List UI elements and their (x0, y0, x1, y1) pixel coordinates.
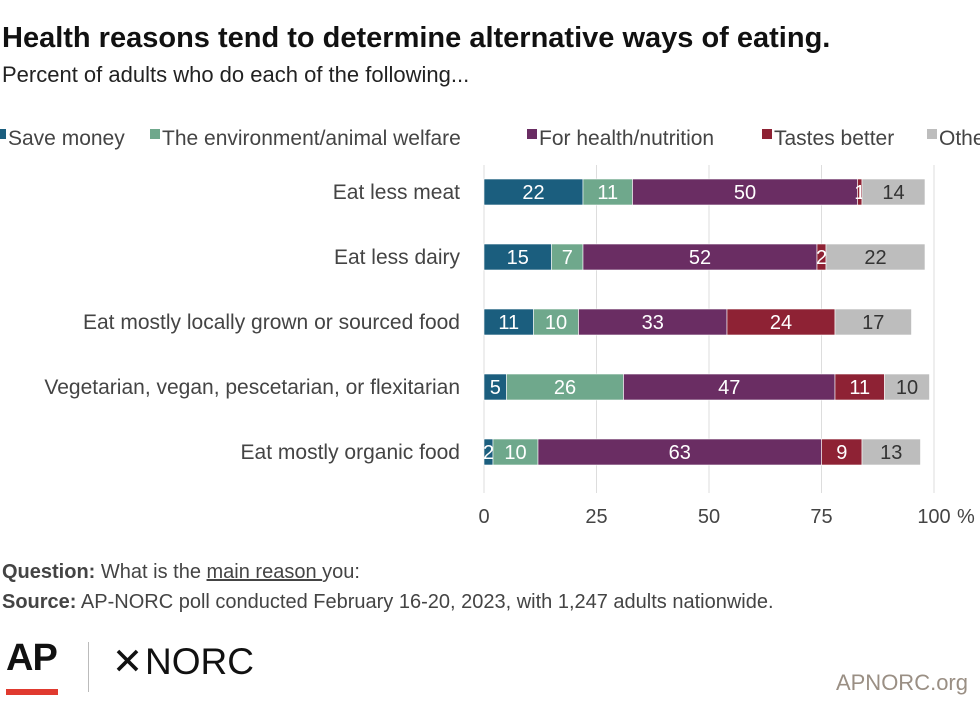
chart-title: Health reasons tend to determine alterna… (2, 22, 831, 54)
ap-logo: AP (6, 636, 62, 696)
legend-label: Tastes better (774, 127, 894, 150)
data-label: 1 (854, 182, 865, 204)
category-label: Eat mostly organic food (241, 441, 460, 464)
data-label: 22 (864, 247, 886, 269)
data-label: 17 (862, 312, 884, 334)
x-tick-label: 0 (478, 506, 489, 528)
category-label: Vegetarian, vegan, pescetarian, or flexi… (44, 376, 460, 399)
bar-segment (578, 308, 728, 336)
data-label: 11 (597, 182, 618, 204)
ap-logo-underline (6, 689, 58, 695)
x-tick-label: 75 (810, 506, 832, 528)
data-label: 13 (880, 442, 902, 464)
bar-segment (821, 438, 863, 466)
chart-subtitle: Percent of adults who do each of the fol… (2, 62, 470, 87)
data-label: 10 (896, 377, 918, 399)
source-text: AP-NORC poll conducted February 16-20, 2… (80, 591, 774, 613)
legend-label: For health/nutrition (539, 127, 714, 150)
bar-segment (506, 373, 624, 401)
x-axis-unit: % (957, 506, 975, 528)
legend-swatch (150, 129, 160, 139)
x-tick-label: 50 (698, 506, 720, 528)
data-label: 11 (498, 312, 519, 334)
question-text-pre: What is the (100, 561, 201, 583)
bar-segment (623, 373, 836, 401)
bar-segment (632, 178, 858, 206)
bar-segment (834, 308, 912, 336)
data-label: 11 (849, 377, 870, 399)
legend-swatch (0, 129, 6, 139)
x-tick-label: 100 (917, 506, 950, 528)
question-line: Question: What is the main reason you: (2, 557, 774, 587)
logo-divider (88, 642, 89, 692)
data-label: 10 (545, 312, 567, 334)
bar-segment (492, 438, 539, 466)
data-label: 15 (507, 247, 529, 269)
norc-star-icon: ✕ (112, 641, 144, 682)
bar-segment (582, 178, 633, 206)
bar-segment (825, 243, 926, 271)
bar-segment (884, 373, 930, 401)
data-label: 33 (642, 312, 664, 334)
category-label: Eat less dairy (334, 246, 461, 269)
bar-segment (483, 243, 552, 271)
category-label: Eat mostly locally grown or sourced food (83, 311, 460, 334)
data-label: 5 (490, 377, 501, 399)
data-label: 24 (770, 312, 792, 334)
ap-logo-text: AP (6, 637, 58, 679)
legend-swatch (927, 129, 937, 139)
bar-segment (726, 308, 836, 336)
question-text-post: you: (322, 561, 360, 583)
legend-label: Other (939, 127, 980, 150)
legend-swatch (762, 129, 772, 139)
data-label: 2 (816, 247, 827, 269)
data-label: 10 (504, 442, 526, 464)
source-line: Source: AP-NORC poll conducted February … (2, 587, 774, 617)
source-label: Source: (2, 591, 77, 613)
data-label: 22 (522, 182, 544, 204)
bar-segment (551, 243, 584, 271)
category-label: Eat less meat (333, 181, 460, 204)
data-label: 26 (554, 377, 576, 399)
chart-notes: Question: What is the main reason you: S… (2, 557, 774, 617)
legend-label: The environment/animal welfare (162, 127, 461, 150)
data-label: 52 (689, 247, 711, 269)
x-tick-label: 25 (585, 506, 607, 528)
bar-segment (834, 373, 885, 401)
legend-label: Save money (8, 127, 125, 150)
question-text-underlined: main reason (206, 561, 323, 583)
bar-segment (861, 438, 921, 466)
norc-logo-text: NORC (145, 641, 254, 682)
bar-segment (483, 178, 584, 206)
legend-swatch (527, 129, 537, 139)
bar-segment (533, 308, 579, 336)
data-label: 63 (669, 442, 691, 464)
data-label: 7 (562, 247, 573, 269)
data-label: 2 (483, 442, 494, 464)
bar-segment (861, 178, 926, 206)
norc-logo: ✕NORC (112, 640, 254, 683)
stacked-bar-chart: Save money The environment/animal welfare… (0, 127, 980, 528)
question-label: Question: (2, 561, 96, 583)
data-label: 9 (836, 442, 847, 464)
data-label: 14 (882, 182, 904, 204)
data-label: 47 (718, 377, 740, 399)
data-label: 50 (734, 182, 756, 204)
site-link[interactable]: APNORC.org (835, 670, 968, 695)
